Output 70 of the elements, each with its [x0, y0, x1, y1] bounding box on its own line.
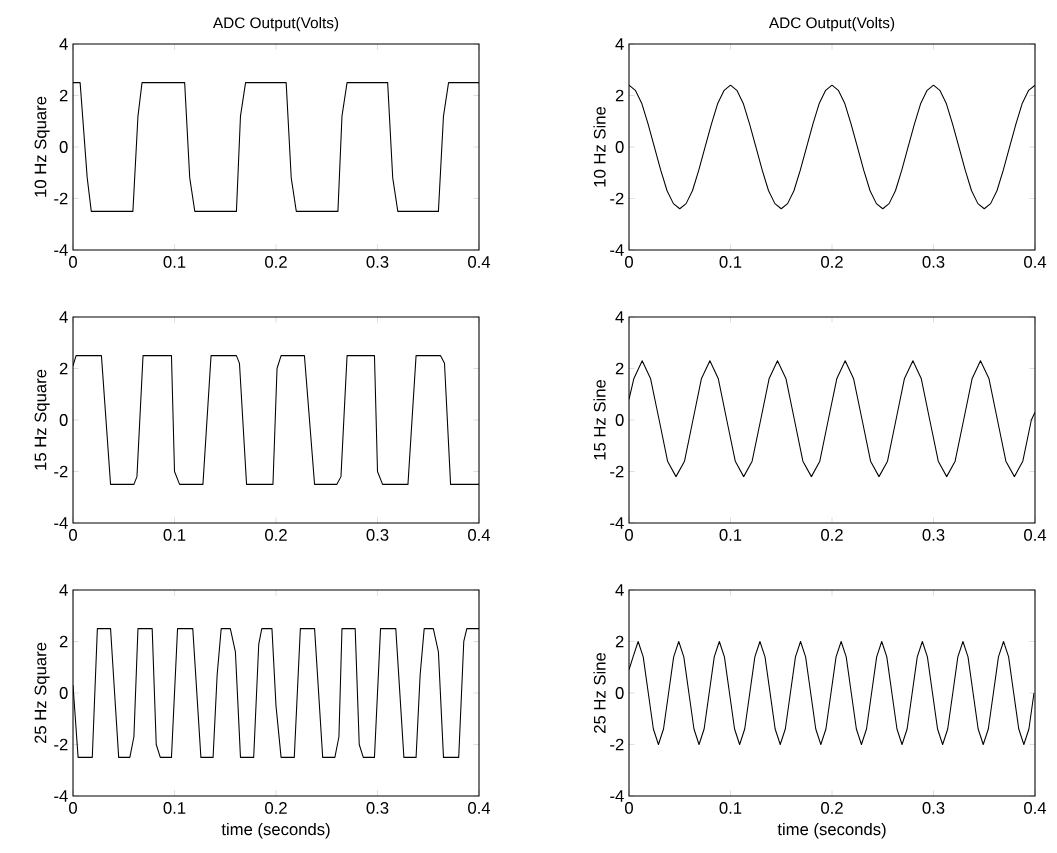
- x-tick-label: 0.4: [468, 529, 491, 541]
- x-tick-label: 0.4: [1024, 256, 1047, 268]
- x-tick-label: 0.3: [922, 802, 945, 814]
- x-tick-label: 0.4: [468, 802, 491, 814]
- x-tick-label: 0.1: [719, 529, 742, 541]
- chart-title: ADC Output(Volts): [212, 16, 339, 32]
- y-tick-label: -2: [54, 465, 68, 478]
- x-tick-label: 0.2: [821, 802, 843, 814]
- y-axis-title: 25 Hz Sine: [593, 652, 606, 733]
- x-tick-label: 0.3: [922, 529, 945, 541]
- y-tick-label: 4: [615, 311, 624, 323]
- y-axis-title: 15 Hz Square: [34, 369, 50, 470]
- y-tick-label: 4: [59, 311, 68, 323]
- x-tick-label: 0: [625, 802, 633, 814]
- y-tick-label: 4: [59, 584, 68, 596]
- x-tick-label: 0.2: [265, 802, 287, 814]
- x-tick-label: 0.2: [265, 256, 287, 268]
- y-tick-label: 4: [615, 584, 624, 596]
- x-tick-label: 0.3: [366, 256, 389, 268]
- y-tick-label: 0: [615, 141, 624, 153]
- x-tick-label: 0.2: [265, 529, 287, 541]
- x-tick-label: 0.1: [163, 802, 186, 814]
- x-tick-label: 0.1: [163, 529, 186, 541]
- x-tick-label: 0.2: [821, 529, 843, 541]
- x-tick-label: 0.3: [366, 802, 389, 814]
- y-tick-label: 2: [615, 635, 624, 648]
- x-tick-label: 0: [69, 802, 77, 814]
- x-tick-label: 0.1: [163, 256, 186, 268]
- y-tick-label: 2: [615, 362, 624, 375]
- y-tick-label: -4: [54, 790, 68, 802]
- y-tick-label: 0: [59, 414, 68, 426]
- y-tick-label: 4: [59, 38, 68, 50]
- y-axis-title: 25 Hz Square: [34, 642, 50, 744]
- x-tick-label: 0.1: [719, 256, 742, 268]
- x-tick-label: 0.1: [719, 802, 742, 814]
- x-tick-label: 0: [69, 529, 77, 541]
- y-tick-label: -2: [54, 738, 68, 751]
- y-tick-label: 2: [59, 89, 68, 102]
- y-axis-title: 15 Hz Sine: [593, 379, 606, 460]
- y-tick-label: -4: [610, 517, 624, 529]
- y-tick-label: -2: [610, 738, 624, 751]
- y-tick-label: -4: [54, 244, 68, 256]
- y-axis-title: 10 Hz Sine: [593, 106, 606, 187]
- x-tick-label: 0.3: [922, 256, 945, 268]
- y-tick-label: -4: [54, 517, 68, 529]
- y-tick-label: -2: [610, 192, 624, 205]
- y-tick-label: 0: [59, 687, 68, 699]
- y-tick-label: 2: [615, 89, 624, 102]
- y-tick-label: 2: [59, 635, 68, 648]
- x-tick-label: 0: [69, 256, 77, 268]
- y-axis-title: 10 Hz Square: [34, 96, 50, 197]
- y-tick-label: 2: [59, 362, 68, 375]
- x-tick-label: 0: [625, 256, 633, 268]
- x-tick-label: 0.4: [1024, 529, 1047, 541]
- chart-title: ADC Output(Volts): [768, 16, 895, 32]
- x-tick-label: 0.2: [821, 256, 843, 268]
- y-tick-label: -2: [610, 465, 624, 478]
- x-axis-title: time (seconds): [777, 822, 886, 839]
- x-tick-label: 0: [625, 529, 633, 541]
- y-tick-label: 4: [615, 38, 624, 50]
- y-tick-label: -4: [610, 790, 624, 802]
- x-axis-title: time (seconds): [221, 822, 330, 839]
- y-tick-label: 0: [615, 687, 624, 699]
- y-tick-label: -2: [54, 192, 68, 205]
- x-tick-label: 0.4: [1024, 802, 1047, 814]
- y-tick-label: 0: [59, 141, 68, 153]
- y-tick-label: 0: [615, 414, 624, 426]
- x-tick-label: 0.3: [366, 529, 389, 541]
- x-tick-label: 0.4: [468, 256, 491, 268]
- y-tick-label: -4: [610, 244, 624, 256]
